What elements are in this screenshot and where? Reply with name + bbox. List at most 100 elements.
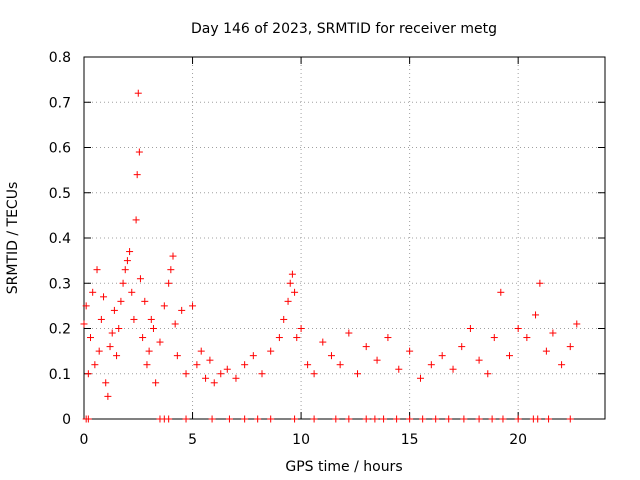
y-tick-label: 0 <box>62 412 71 428</box>
data-point <box>497 288 505 296</box>
data-point <box>232 374 240 382</box>
data-point <box>110 306 118 314</box>
data-point <box>123 257 131 265</box>
data-point <box>458 343 466 351</box>
data-point <box>210 379 218 387</box>
data-point <box>197 347 205 355</box>
data-point <box>136 275 144 283</box>
data-point <box>558 361 566 369</box>
data-point <box>149 325 157 332</box>
data-point <box>354 370 362 378</box>
data-point <box>534 415 542 423</box>
data-point <box>293 334 301 342</box>
data-point <box>536 279 544 287</box>
data-point <box>87 334 95 342</box>
data-point <box>449 365 457 373</box>
y-tick-label: 0.4 <box>49 231 71 247</box>
data-point <box>152 379 160 387</box>
x-axis: 0 5 10 15 20 <box>80 57 527 448</box>
data-point <box>291 415 299 423</box>
data-point <box>147 315 155 323</box>
data-point <box>499 415 507 423</box>
data-point <box>267 347 275 355</box>
data-point <box>128 288 136 296</box>
data-point <box>130 315 138 323</box>
data-point <box>121 266 129 274</box>
data-point <box>156 338 164 346</box>
data-point <box>241 361 249 369</box>
x-tick-label: 5 <box>188 432 197 448</box>
data-point <box>514 415 522 423</box>
data-point <box>84 415 92 423</box>
y-tick-label: 0.1 <box>49 367 71 383</box>
data-point <box>327 352 335 360</box>
data-point <box>514 325 522 332</box>
data-point <box>460 415 468 423</box>
data-point <box>416 374 424 382</box>
data-point <box>362 415 370 423</box>
data-point <box>371 415 379 423</box>
data-point <box>113 352 121 360</box>
data-point <box>126 248 134 256</box>
data-point <box>542 347 550 355</box>
data-point <box>106 343 114 351</box>
y-tick-label: 0.6 <box>49 141 71 157</box>
data-point <box>395 365 403 373</box>
data-point <box>549 329 557 337</box>
data-point <box>167 266 175 274</box>
data-point <box>165 279 173 287</box>
data-point <box>165 415 173 423</box>
data-point <box>523 334 531 342</box>
data-point <box>254 415 262 423</box>
data-point <box>182 370 190 378</box>
data-point <box>171 320 179 328</box>
chart-title: Day 146 of 2023, SRMTID for receiver met… <box>191 21 497 37</box>
data-point <box>143 361 151 369</box>
data-point <box>406 415 414 423</box>
x-tick-label: 0 <box>80 432 89 448</box>
data-point <box>95 347 103 355</box>
data-points <box>80 89 581 423</box>
y-tick-label: 0.8 <box>49 50 71 66</box>
data-point <box>545 415 553 423</box>
data-point <box>384 334 392 342</box>
data-point <box>380 415 388 423</box>
data-point <box>217 370 225 378</box>
data-point <box>189 302 197 310</box>
data-point <box>97 315 105 323</box>
y-tick-label: 0.2 <box>49 322 71 338</box>
data-point <box>104 392 112 400</box>
data-point <box>178 306 186 314</box>
data-point <box>288 270 296 278</box>
data-point <box>82 302 90 310</box>
grid <box>84 57 605 419</box>
data-point <box>117 297 125 305</box>
data-point <box>427 361 435 369</box>
y-tick-label: 0.5 <box>49 186 71 202</box>
data-point <box>566 415 574 423</box>
data-point <box>202 374 210 382</box>
data-point <box>280 315 288 323</box>
data-point <box>258 370 266 378</box>
data-point <box>135 148 143 156</box>
data-point <box>249 352 257 360</box>
data-point <box>160 302 168 310</box>
data-point <box>139 334 147 342</box>
data-point <box>406 347 414 355</box>
data-point <box>419 415 427 423</box>
x-tick-label: 20 <box>509 432 527 448</box>
data-point <box>115 325 123 332</box>
data-point <box>284 297 292 305</box>
data-point <box>373 356 381 364</box>
x-tick-label: 10 <box>292 432 310 448</box>
data-point <box>310 370 318 378</box>
data-point <box>286 279 294 287</box>
data-point <box>484 370 492 378</box>
data-point <box>182 415 190 423</box>
data-point <box>173 352 181 360</box>
data-point <box>532 311 540 319</box>
data-point <box>505 352 513 360</box>
data-point <box>488 415 496 423</box>
data-point <box>291 288 299 296</box>
